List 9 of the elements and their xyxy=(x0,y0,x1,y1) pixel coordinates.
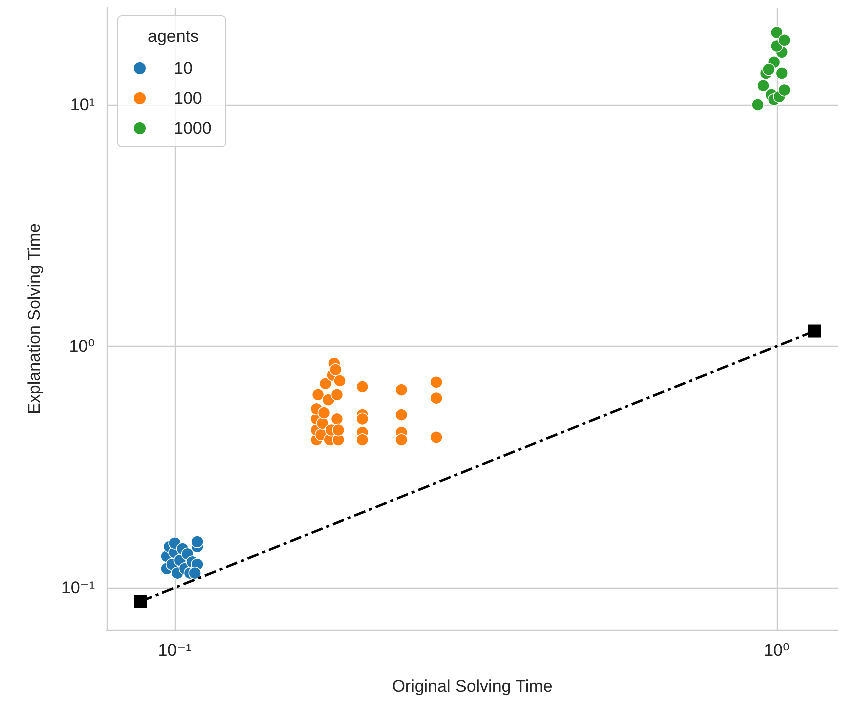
legend-label: 10 xyxy=(174,59,193,78)
legend-label: 100 xyxy=(174,89,202,108)
y-tick-label: 10¹ xyxy=(70,95,96,114)
legend-title: agents xyxy=(148,27,200,46)
y-tick-label: 10⁰ xyxy=(69,336,96,356)
y-tick-label: 10⁻¹ xyxy=(61,578,96,598)
legend-label: 1000 xyxy=(174,119,212,138)
y-axis-title: Explanation Solving Time xyxy=(25,224,44,414)
x-axis-title: Original Solving Time xyxy=(392,677,553,696)
